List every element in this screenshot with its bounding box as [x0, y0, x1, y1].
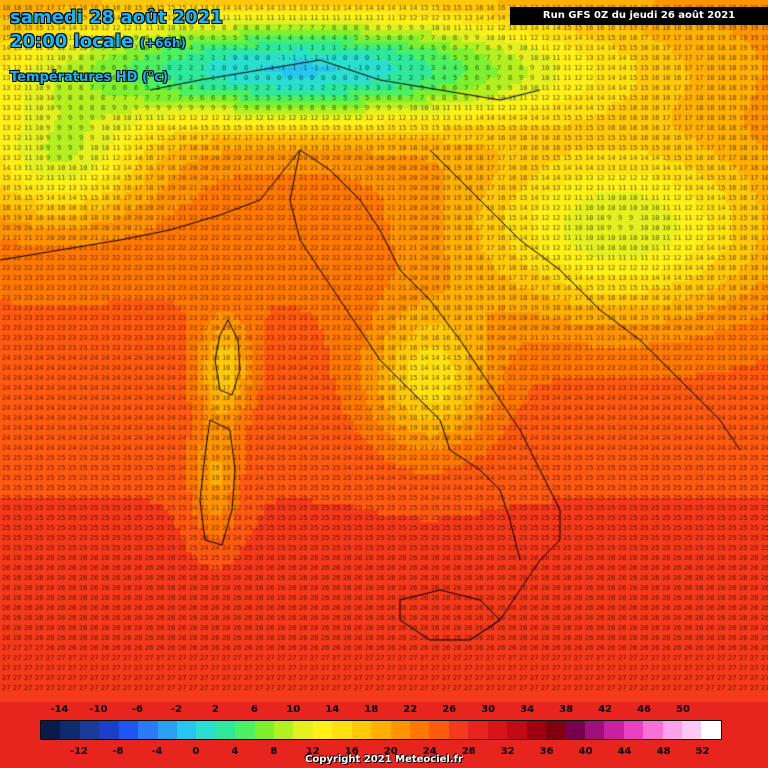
legend-swatch: [662, 721, 682, 739]
legend-swatch: [565, 721, 585, 739]
forecast-offset: (+66h): [139, 36, 186, 50]
legend-tick-label: -6: [131, 704, 143, 715]
legend-swatch: [681, 721, 702, 739]
legend-tick-label: 30: [481, 704, 496, 715]
legend-tick-label: 24: [422, 746, 437, 757]
legend-swatch: [118, 721, 139, 739]
legend-tick-label: 52: [695, 746, 710, 757]
legend-swatch: [138, 721, 158, 739]
legend-tick-label: 10: [286, 704, 301, 715]
legend-tick-label: 0: [192, 746, 200, 757]
legend-swatch: [487, 721, 508, 739]
legend-swatch: [79, 721, 100, 739]
copyright-text: Copyright 2021 Meteociel.fr: [305, 754, 463, 765]
legend-tick-label: 38: [559, 704, 574, 715]
legend-swatch: [235, 721, 255, 739]
legend-tick-label: 12: [305, 746, 320, 757]
legend-swatch: [468, 721, 488, 739]
legend-swatch: [371, 721, 391, 739]
legend-tick-label: 34: [520, 704, 535, 715]
legend-tick-label: 46: [637, 704, 652, 715]
legend-swatch: [526, 721, 546, 739]
legend-tick-label: 36: [539, 746, 554, 757]
legend-swatch: [274, 721, 294, 739]
forecast-time-value: 20:00 locale: [10, 31, 134, 52]
legend-tick-label: 6: [250, 704, 258, 715]
legend-swatch: [429, 721, 449, 739]
legend-tick-label: 26: [442, 704, 457, 715]
legend-swatch: [410, 721, 430, 739]
legend-tick-label: 32: [500, 746, 515, 757]
legend-swatch: [604, 721, 624, 739]
legend-swatch: [332, 721, 352, 739]
legend-tick-label: 40: [578, 746, 593, 757]
legend-tick-label: -14: [50, 704, 69, 715]
legend-tick-label: 16: [344, 746, 359, 757]
legend-swatch: [351, 721, 372, 739]
legend-tick-label: 28: [461, 746, 476, 757]
legend-swatch: [448, 721, 469, 739]
forecast-time: 20:00 locale (+66h): [10, 32, 186, 53]
legend-tick-label: 4: [231, 746, 239, 757]
legend-swatch: [390, 721, 411, 739]
legend-tick-label: 48: [656, 746, 671, 757]
legend-swatch: [254, 721, 275, 739]
legend-tick-label: -2: [170, 704, 182, 715]
legend-tick-label: -10: [89, 704, 108, 715]
legend-tick-label: 42: [598, 704, 613, 715]
legend-tick-label: 14: [325, 704, 340, 715]
parameter-label: Températures HD (°c): [10, 70, 169, 85]
legend-swatch: [584, 721, 605, 739]
legend-tick-label: 50: [676, 704, 690, 715]
legend-swatch: [60, 721, 80, 739]
legend-tick-label: 8: [270, 746, 278, 757]
legend-swatch: [41, 721, 61, 739]
legend-swatch: [507, 721, 527, 739]
legend-tick-label: 44: [617, 746, 632, 757]
legend-swatch: [293, 721, 313, 739]
run-info: Run GFS 0Z du jeudi 26 août 2021: [510, 7, 768, 25]
legend-bottom-labels: -12 -8 -4 0 4 8 12 16 20 24 28 32 36 40 44 48 52: [40, 746, 722, 758]
legend-tick-label: 20: [383, 746, 398, 757]
legend-tick-label: -8: [112, 746, 124, 757]
legend-swatch: [643, 721, 663, 739]
legend-swatch: [157, 721, 177, 739]
legend-swatch: [312, 721, 333, 739]
color-legend: [40, 720, 722, 740]
legend-tick-label: 18: [364, 704, 379, 715]
legend-swatch: [701, 721, 721, 739]
legend-tick-label: 22: [403, 704, 418, 715]
legend-swatch: [545, 721, 566, 739]
legend-tick-label: -4: [151, 746, 163, 757]
legend-swatch: [623, 721, 644, 739]
legend-swatch: [99, 721, 119, 739]
forecast-date: samedi 28 août 2021: [10, 7, 223, 28]
legend-tick-label: -12: [69, 746, 89, 757]
legend-tick-label: 2: [211, 704, 219, 715]
legend-swatch: [176, 721, 197, 739]
legend-swatch: [215, 721, 236, 739]
legend-swatch: [196, 721, 216, 739]
legend-top-labels: -14 -10 -6 -2 2 6 10 14 18 22 26 30 34 38 42 46 50: [40, 704, 722, 716]
